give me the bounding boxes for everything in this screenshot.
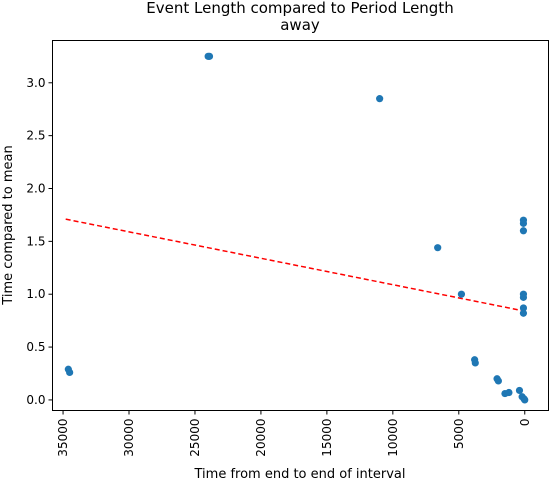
data-point [472, 359, 479, 366]
y-tick-label: 1.0 [26, 287, 45, 301]
data-point [376, 95, 383, 102]
x-tick-label: 35000 [56, 419, 70, 457]
data-point [458, 291, 465, 298]
y-tick-label: 2.5 [26, 129, 45, 143]
x-tick-label: 30000 [122, 419, 136, 457]
data-point [434, 244, 441, 251]
y-tick-label: 3.0 [26, 76, 45, 90]
data-point [520, 227, 527, 234]
x-axis-label: Time from end to end of interval [194, 467, 406, 482]
y-tick-label: 0.0 [26, 393, 45, 407]
data-point [66, 369, 73, 376]
chart-title-line2: away [280, 16, 320, 34]
y-tick-label: 1.5 [26, 234, 45, 248]
data-point [520, 294, 527, 301]
y-tick-label: 0.5 [26, 340, 45, 354]
plot-frame [53, 41, 549, 411]
x-tick-label: 15000 [320, 419, 334, 457]
x-axis-ticks: 35000 30000 25000 20000 15000 10000 5000 0 [56, 411, 532, 457]
x-tick-label: 20000 [254, 419, 268, 457]
trend-layer [66, 219, 525, 311]
data-point [521, 396, 528, 403]
y-tick-label: 2.0 [26, 182, 45, 196]
data-point [520, 310, 527, 317]
y-axis-ticks: 0.0 0.5 1.0 1.5 2.0 2.5 3.0 [26, 76, 52, 407]
data-point [520, 220, 527, 227]
data-point [516, 387, 523, 394]
x-tick-label: 5000 [452, 419, 466, 450]
x-tick-label: 10000 [386, 419, 400, 457]
data-point [495, 377, 502, 384]
trend-line [66, 219, 525, 311]
data-point [505, 389, 512, 396]
data-point [206, 53, 213, 60]
chart-title: Event Length compared to Period Length [146, 0, 453, 17]
y-axis-label: Time compared to mean [1, 145, 16, 305]
data-points [65, 53, 529, 404]
x-tick-label: 25000 [188, 419, 202, 457]
x-tick-label: 0 [518, 419, 532, 427]
